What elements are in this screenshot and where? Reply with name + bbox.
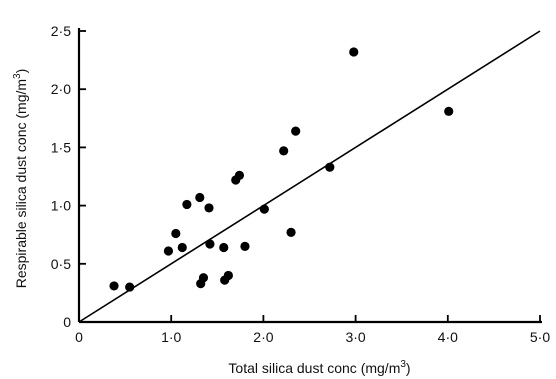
x-ticks: 0 1·0 2·0 3·0 4·0 5·0 — [75, 315, 550, 345]
data-point — [164, 246, 173, 255]
reference-line — [79, 31, 540, 322]
data-point — [109, 281, 118, 290]
y-axis-title-close: ) — [13, 69, 29, 74]
data-point — [199, 273, 208, 282]
y-tick-label: 2·0 — [51, 81, 71, 97]
data-point — [279, 146, 288, 155]
data-point — [125, 282, 134, 291]
x-tick-label: 0 — [75, 329, 83, 345]
x-tick-label: 1·0 — [161, 329, 181, 345]
data-point — [171, 229, 180, 238]
data-point — [219, 243, 228, 252]
data-point — [325, 163, 334, 172]
data-point — [286, 228, 295, 237]
x-axis-title: Total silica dust conc (mg/m3) — [228, 359, 410, 376]
x-tick-label: 2·0 — [253, 329, 273, 345]
data-point — [291, 127, 300, 136]
data-point — [240, 242, 249, 251]
y-tick-label: 2·5 — [51, 23, 71, 39]
y-axis-title: Respirable silica dust conc (mg/m3) — [12, 69, 29, 289]
y-tick-label: 0·5 — [51, 256, 71, 272]
y-ticks: 0 0·5 1·0 1·5 2·0 2·5 — [51, 23, 86, 330]
data-point — [224, 271, 233, 280]
data-point — [178, 243, 187, 252]
y-tick-label: 1·5 — [51, 139, 71, 155]
data-point — [444, 107, 453, 116]
x-axis-title-text: Total silica dust conc (mg/m — [228, 360, 400, 376]
data-point — [204, 203, 213, 212]
data-point — [205, 239, 214, 248]
x-tick-label: 5·0 — [530, 329, 550, 345]
x-axis-title-close: ) — [406, 360, 411, 376]
data-point — [235, 171, 244, 180]
data-point — [195, 193, 204, 202]
x-tick-label: 4·0 — [438, 329, 458, 345]
data-point — [349, 47, 358, 56]
data-point — [260, 204, 269, 213]
x-tick-label: 3·0 — [345, 329, 365, 345]
y-tick-label: 1·0 — [51, 198, 71, 214]
y-tick-label: 0 — [63, 314, 71, 330]
y-axis-title-text: Respirable silica dust conc (mg/m — [13, 79, 29, 288]
data-point — [182, 200, 191, 209]
data-points — [109, 47, 453, 291]
